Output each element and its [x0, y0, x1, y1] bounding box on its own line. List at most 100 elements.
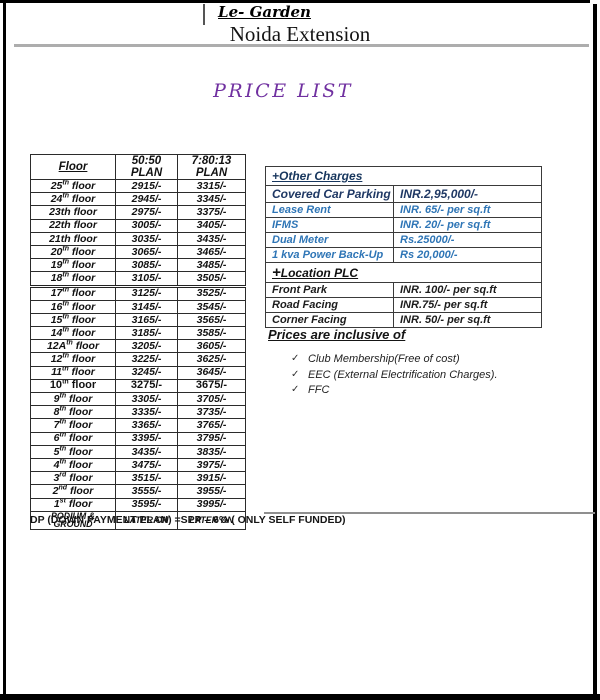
page-border-left [3, 0, 6, 694]
location-plc-header-row: +Location PLC [264, 262, 543, 283]
page-title: PRICE LIST [213, 80, 353, 102]
page-border-top [0, 0, 590, 3]
floor-label-cell: 3rd floor [30, 471, 116, 486]
floor-label-cell: 14th floor [30, 326, 116, 341]
plan-78013-price-cell: 3765/- [177, 418, 246, 433]
charge-value-cell: INR.2,95,000/- [393, 185, 542, 203]
plan-78013-price-cell: 3405/- [177, 218, 246, 233]
plan-78013-price-cell: 3955/- [177, 484, 246, 499]
plan-78013-price-cell: 3915/- [177, 471, 246, 486]
charge-value-cell: INR. 20/- per sq.ft [393, 217, 542, 233]
plan-5050-price-cell: 2975/- [115, 205, 178, 220]
inclusion-item-label: FFC [308, 384, 330, 396]
plan-78013-price-cell: 3375/- [177, 205, 246, 220]
floor-label-cell: 15th floor [30, 312, 116, 328]
floor-table-row: 9th floor 3305/- 3705/- [30, 391, 246, 407]
floor-label-cell: 1st floor [30, 497, 116, 512]
floor-column-header: Floor [30, 154, 116, 180]
floor-label-cell: 2nd floor [30, 484, 116, 499]
floor-table-row: PODIUM & GROUND LATER ON LATER ON [30, 510, 246, 531]
floor-label-cell: 12Ath floor [30, 339, 116, 354]
floor-table-row: 14th floor 3185/- 3585/- [30, 326, 246, 341]
plan-78013-price-cell: 3525/- [177, 285, 246, 301]
page-border-bottom [0, 694, 600, 700]
bottom-rule [264, 512, 595, 514]
plan-5050-column-header: 50:50 PLAN [115, 154, 178, 180]
location-plc-title: +Location PLC [264, 262, 543, 283]
other-charge-row: 1 kva Power Back-Up Rs 20,000/- [265, 247, 542, 263]
charge-value-cell: INR. 65/- per sq.ft [393, 202, 542, 218]
plan-5050-price-cell: 3335/- [115, 405, 178, 420]
charge-value-cell: INR. 50/- per sq.ft [392, 312, 543, 328]
charge-value-cell: INR.75/- per sq.ft [392, 297, 543, 313]
plan-5050-price-cell: 3165/- [115, 312, 178, 328]
floor-label-cell: 5th floor [30, 444, 116, 459]
plan-78013-price-cell: 3625/- [177, 352, 246, 367]
floor-table-row: 15th floor 3165/- 3565/- [30, 312, 246, 328]
inclusions-list: ✓ Club Membership(Free of cost) ✓ EEC (Exte… [291, 353, 498, 400]
charge-label-cell: IFMS [265, 217, 394, 233]
floor-label-cell: 6th floor [30, 431, 116, 446]
charge-label-cell: Corner Facing [265, 312, 394, 328]
floor-label-cell: 8th floor [30, 405, 116, 420]
charge-label-cell: Covered Car Parking [265, 185, 394, 203]
other-charge-row: Dual Meter Rs.25000/- [265, 232, 542, 248]
plan-5050-price-cell: 3275/- [115, 378, 178, 394]
checkmark-icon: ✓ [291, 353, 300, 364]
location-plc-row: Road Facing INR.75/- per sq.ft [265, 297, 543, 313]
charge-label-cell: Road Facing [265, 297, 394, 313]
plan-5050-price-cell: 3395/- [115, 431, 178, 446]
plan-78013-price-cell: 3505/- [177, 271, 246, 288]
plan-5050-price-cell: 3085/- [115, 258, 178, 273]
plan-78013-price-cell: 3975/- [177, 457, 246, 473]
checkmark-icon: ✓ [291, 368, 300, 380]
plan-78013-price-cell: 3585/- [177, 326, 246, 341]
floor-table-row: 2nd floor 3555/- 3955/- [30, 484, 246, 499]
other-charges-header-row: +Other Charges [265, 166, 542, 186]
plan-5050-price-cell: 3555/- [115, 484, 178, 499]
plan-5050-price-cell: 3515/- [115, 471, 178, 486]
location-plc-table: +Location PLC Front Park INR. 100/- per s… [264, 262, 543, 328]
floor-table-row: 1st floor 3595/- 3995/- [30, 497, 246, 512]
floor-label-cell: 19th floor [30, 258, 116, 273]
inclusions-title: Prices are inclusive of [268, 327, 406, 342]
other-charge-row: Covered Car Parking INR.2,95,000/- [265, 185, 542, 203]
floor-label-cell: 17th floor [30, 285, 116, 301]
inclusion-item: ✓ EEC (External Electrification Charges). [291, 369, 498, 381]
floor-table-row: 12th floor 3225/- 3625/- [30, 352, 246, 367]
project-name: Noida Extension [229, 22, 371, 46]
location-plc-row: Corner Facing INR. 50/- per sq.ft [265, 312, 543, 328]
floor-label-cell: 21th floor [30, 231, 116, 246]
plan-5050-price-cell: 3475/- [115, 457, 178, 473]
plan-78013-price-cell: 3735/- [177, 405, 246, 420]
floor-table-row: 19th floor 3085/- 3485/- [30, 258, 246, 273]
floor-table-row: 3rd floor 3515/- 3915/- [30, 471, 246, 486]
plan-5050-price-cell: 3225/- [115, 352, 178, 367]
plan-5050-price-cell: 3105/- [115, 271, 178, 288]
checkmark-icon: ✓ [291, 384, 300, 395]
charge-label-cell: Front Park [265, 282, 394, 298]
floor-label-cell: 4th floor [30, 457, 116, 473]
charge-label-cell: 1 kva Power Back-Up [265, 247, 394, 263]
plan-78013-price-cell: 3645/- [177, 365, 246, 380]
plan-5050-price-cell: 3205/- [115, 339, 178, 354]
charge-label-cell: Lease Rent [265, 202, 394, 218]
floor-table-row: 8th floor 3335/- 3735/- [30, 405, 246, 420]
floor-table-row: 12Ath floor 3205/- 3605/- [30, 339, 246, 354]
plan-78013-price-cell: 3835/- [177, 444, 246, 459]
brand-name: Le- Garden [218, 3, 311, 21]
floor-label-cell: 23th floor [30, 205, 116, 220]
floor-table-row: 18th floor 3105/- 3505/- [30, 271, 246, 288]
inclusion-item: ✓ FFC [291, 384, 498, 396]
plan-5050-price-cell: 3435/- [115, 444, 178, 459]
plan-5050-price-cell: 3185/- [115, 326, 178, 341]
plan-78013-price-cell: 3705/- [177, 391, 246, 407]
plan-78013-column-header: 7:80:13 PLAN [177, 154, 246, 180]
floor-table-row: 11th floor 3245/- 3645/- [30, 365, 246, 380]
floor-label-cell: 22th floor [30, 218, 116, 233]
floor-table-row: 17th floor 3125/- 3525/- [30, 285, 246, 301]
plan-78013-price-cell: 3605/- [177, 339, 246, 354]
floor-label-cell: 16th floor [30, 299, 116, 314]
floor-table-row: 6th floor 3395/- 3795/- [30, 431, 246, 446]
other-charges-table: +Other Charges Covered Car Parking INR.2,… [265, 166, 542, 263]
